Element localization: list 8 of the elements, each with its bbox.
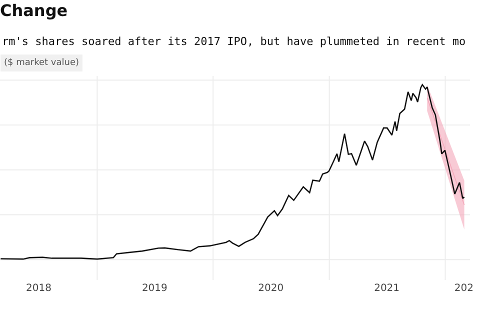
- x-tick-label: 202: [454, 283, 474, 294]
- x-tick-label: 2018: [26, 283, 52, 294]
- chart-subtitle: rm's shares soared after its 2017 IPO, but have plummeted in recent mo: [2, 35, 466, 48]
- x-tick-label: 2019: [142, 283, 168, 294]
- x-tick-label: 2020: [258, 283, 284, 294]
- y-axis-title: ($ market value): [4, 58, 79, 68]
- chart-title: Change: [0, 1, 68, 20]
- x-tick-label: 2021: [374, 283, 400, 294]
